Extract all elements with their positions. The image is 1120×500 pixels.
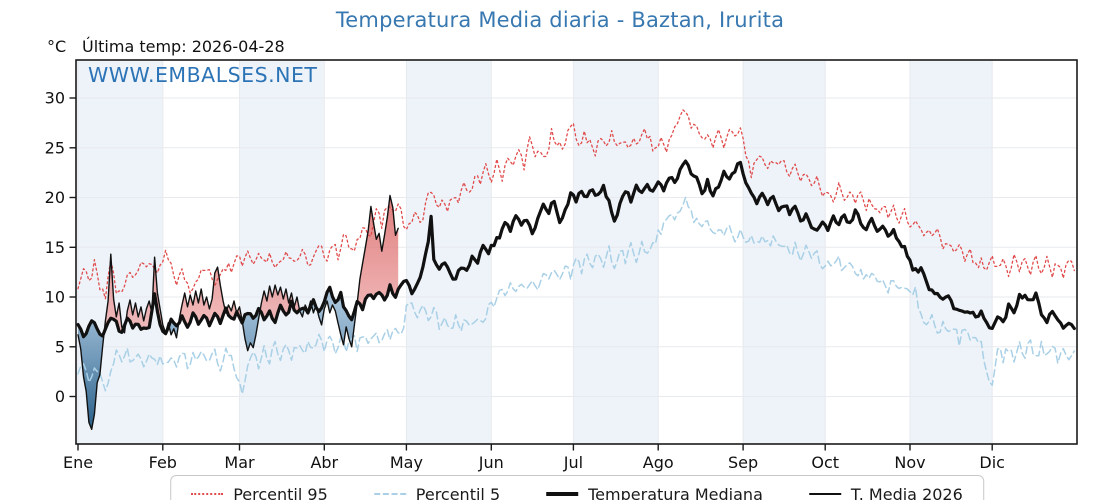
y-tick-label: 25 (45, 138, 65, 157)
percentil-5-line-swatch (373, 493, 406, 495)
page-title: Temperatura Media diaria - Baztan, Iruri… (335, 8, 785, 32)
x-tick-label: Mar (224, 453, 255, 472)
series-line-2 (76, 159, 1076, 339)
y-tick-label: 15 (45, 238, 65, 257)
plot-border (75, 59, 1078, 445)
month-band (406, 60, 492, 444)
legend-label: T. Media 2026 (850, 484, 963, 500)
x-tick-label: Ago (643, 453, 674, 472)
fill-below-median (242, 308, 261, 351)
mediana-line-swatch (546, 492, 579, 496)
x-tick-label: Jul (563, 453, 583, 472)
y-tick-label: 5 (55, 337, 65, 356)
y-tick-label: 0 (55, 387, 65, 406)
y-axis-unit-label: °C (47, 37, 67, 56)
legend-label: Percentil 5 (415, 484, 501, 500)
x-tick-label: Ene (63, 453, 93, 472)
legend-item-percentil-5: Percentil 5 (373, 484, 501, 500)
y-tick-label: 20 (45, 188, 65, 207)
y-tick-label: 10 (45, 288, 65, 307)
x-tick-label: Jun (478, 453, 504, 472)
fill-below-median (78, 320, 105, 430)
legend-item-t-media-2026: T. Media 2026 (808, 484, 963, 500)
month-band (910, 60, 993, 444)
x-tick-label: Abr (310, 453, 338, 472)
month-band (743, 60, 826, 444)
tick-labels: Ene Feb Mar Abr May Jun Jul Ago Sep Oct Nov Dic 0 5 10… (45, 89, 1005, 473)
month-shading-bands (76, 60, 993, 444)
chart-legend: Percentil 95 Percentil 5 Temperatura Med… (170, 475, 984, 500)
x-tick-label: Nov (894, 453, 925, 472)
y-tick-label: 30 (45, 89, 65, 108)
legend-item-mediana: Temperatura Mediana (546, 485, 763, 500)
series-lines (76, 109, 1076, 430)
fill-above-median (104, 254, 123, 333)
t-media-2026-line-swatch (808, 493, 841, 495)
series-line-1 (77, 196, 1076, 395)
fill-above-median (357, 195, 399, 310)
percentil-95-line-swatch (191, 493, 224, 495)
legend-item-percentil-95: Percentil 95 (191, 485, 328, 500)
x-tick-label: Sep (728, 453, 758, 472)
deviation-fills (78, 195, 399, 430)
fill-above-median (125, 300, 152, 330)
legend-label: Temperatura Mediana (588, 484, 763, 500)
x-tick-label: Feb (149, 453, 177, 472)
fill-above-median (178, 267, 226, 328)
x-tick-label: Oct (811, 453, 839, 472)
last-temp-subtitle: Última temp: 2026-04-28 (82, 37, 285, 56)
series-line-3 (77, 194, 399, 430)
legend-label: Percentil 95 (233, 484, 328, 500)
series-line-0 (77, 109, 1075, 300)
axes (69, 59, 1078, 451)
watermark-text: WWW.EMBALSES.NET (88, 63, 317, 87)
month-band (239, 60, 325, 444)
x-tick-label: Dic (979, 453, 1005, 472)
x-tick-label: May (390, 453, 423, 472)
